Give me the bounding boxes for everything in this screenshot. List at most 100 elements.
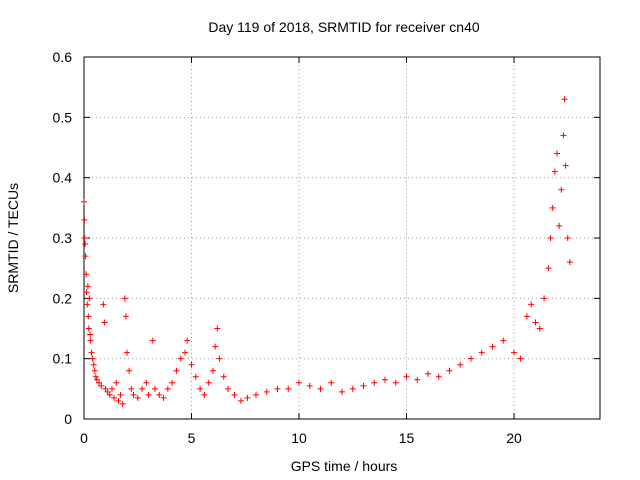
data-point xyxy=(517,355,524,362)
data-point xyxy=(562,162,569,169)
grid xyxy=(84,57,600,419)
data-point xyxy=(104,388,111,395)
data-point xyxy=(328,379,335,386)
y-tick-label: 0 xyxy=(64,411,72,427)
data-point xyxy=(81,198,87,205)
data-point xyxy=(225,385,232,392)
data-point xyxy=(121,295,128,302)
data-point xyxy=(558,186,565,193)
y-tick-label: 0.6 xyxy=(53,49,73,65)
data-point xyxy=(145,391,152,398)
data-point xyxy=(244,394,251,401)
data-point xyxy=(561,96,568,103)
data-point xyxy=(285,385,292,392)
data-point xyxy=(414,376,421,383)
y-tick-label: 0.5 xyxy=(53,109,73,125)
data-point xyxy=(182,349,189,356)
data-point xyxy=(210,367,216,374)
data-point xyxy=(164,385,171,392)
data-point xyxy=(317,385,324,392)
data-point xyxy=(545,265,552,272)
data-point xyxy=(106,391,113,398)
data-point xyxy=(371,379,378,386)
data-point xyxy=(98,382,105,389)
y-tick-label: 0.4 xyxy=(53,170,73,186)
data-point xyxy=(547,235,554,241)
data-point xyxy=(536,325,543,332)
data-point xyxy=(511,349,517,356)
data-point xyxy=(184,337,191,344)
data-point xyxy=(556,222,563,229)
data-point xyxy=(126,367,133,374)
y-axis-label: SRMTID / TECUs xyxy=(5,183,21,293)
data-point xyxy=(392,379,399,386)
data-point xyxy=(382,376,388,383)
chart-title: Day 119 of 2018, SRMTID for receiver cn4… xyxy=(208,19,480,35)
data-point xyxy=(306,382,313,389)
data-point xyxy=(102,385,109,392)
data-point xyxy=(212,343,219,350)
plot-frame xyxy=(83,56,601,420)
data-point xyxy=(192,373,199,380)
data-point xyxy=(119,400,126,407)
data-point xyxy=(560,132,567,139)
data-point xyxy=(566,259,573,266)
data-point xyxy=(117,391,124,398)
data-point xyxy=(478,349,485,356)
data-point xyxy=(134,394,141,401)
x-tick-label: 20 xyxy=(506,430,522,446)
data-point xyxy=(87,331,94,338)
data-point xyxy=(87,337,94,344)
data-point xyxy=(468,355,474,362)
y-tick-label: 0.2 xyxy=(53,290,73,306)
data-point xyxy=(82,253,89,260)
data-point xyxy=(551,168,558,175)
data-point xyxy=(457,361,464,368)
data-point xyxy=(231,391,238,398)
data-point xyxy=(205,379,212,386)
data-point xyxy=(160,394,167,401)
data-point xyxy=(82,241,89,248)
data-point xyxy=(188,361,195,368)
x-tick-label: 10 xyxy=(291,430,307,446)
data-point xyxy=(489,343,496,350)
data-point xyxy=(91,367,98,374)
data-point xyxy=(89,355,96,362)
data-point xyxy=(446,367,453,374)
data-point xyxy=(549,204,556,211)
data-point xyxy=(220,373,227,380)
data-point xyxy=(92,373,99,380)
data-point xyxy=(81,216,88,223)
data-point xyxy=(86,295,93,302)
x-tick-label: 15 xyxy=(399,430,415,446)
data-point xyxy=(83,289,90,296)
data-point xyxy=(143,379,150,386)
data-point xyxy=(177,355,184,362)
data-point xyxy=(122,313,129,320)
data-point xyxy=(237,397,244,404)
data-point xyxy=(139,385,146,392)
data-point xyxy=(263,388,270,395)
data-point xyxy=(169,379,176,386)
data-point xyxy=(113,379,120,386)
data-point xyxy=(201,391,208,398)
data-point xyxy=(528,301,535,308)
data-point xyxy=(425,370,431,377)
data-point xyxy=(85,313,92,320)
data-point xyxy=(151,385,158,392)
data-point xyxy=(564,235,571,241)
data-point xyxy=(216,355,223,362)
data-point xyxy=(197,385,204,392)
data-point xyxy=(339,388,345,395)
data-point xyxy=(85,325,92,332)
data-point xyxy=(84,283,91,290)
ticks: 0 5 10 15 20 0 0.1 0.2 0.3 0.4 0.5 0.6 xyxy=(53,49,600,446)
data-point xyxy=(124,349,130,356)
data-point xyxy=(403,373,410,380)
data-point xyxy=(84,301,91,308)
data-point xyxy=(93,376,100,383)
data-point xyxy=(435,373,442,380)
data-point xyxy=(96,379,103,386)
data-point xyxy=(541,295,548,302)
y-tick-label: 0.3 xyxy=(53,230,73,246)
